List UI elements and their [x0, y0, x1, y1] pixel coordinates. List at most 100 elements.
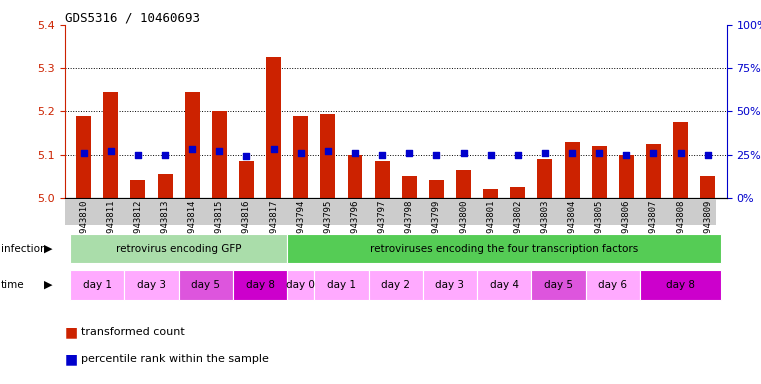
Point	[78, 150, 90, 156]
Text: GSM943803: GSM943803	[540, 200, 549, 248]
Bar	[158, 174, 173, 198]
Text: GSM943796: GSM943796	[351, 200, 359, 248]
Text: retrovirus encoding GFP: retrovirus encoding GFP	[116, 243, 241, 254]
Point	[674, 150, 686, 156]
FancyBboxPatch shape	[179, 270, 233, 300]
FancyBboxPatch shape	[531, 270, 586, 300]
Bar	[320, 114, 336, 198]
Point	[376, 152, 388, 158]
Text: transformed count: transformed count	[81, 327, 185, 337]
Bar	[456, 170, 471, 198]
Text: GSM943799: GSM943799	[432, 200, 441, 248]
Bar	[700, 176, 715, 198]
Point	[539, 150, 551, 156]
Point	[648, 150, 660, 156]
Bar	[185, 92, 199, 198]
Text: day 8: day 8	[666, 280, 695, 290]
Text: day 3: day 3	[435, 280, 464, 290]
Point	[430, 152, 442, 158]
Text: day 3: day 3	[137, 280, 166, 290]
Text: percentile rank within the sample: percentile rank within the sample	[81, 354, 269, 364]
Text: ■: ■	[65, 325, 78, 339]
Text: day 8: day 8	[246, 280, 275, 290]
Text: GSM943794: GSM943794	[296, 200, 305, 248]
Text: infection: infection	[1, 243, 46, 254]
Bar	[239, 161, 254, 198]
Text: day 5: day 5	[544, 280, 573, 290]
Bar	[429, 180, 444, 198]
Text: day 0: day 0	[286, 280, 315, 290]
FancyBboxPatch shape	[586, 270, 640, 300]
Text: GSM943806: GSM943806	[622, 200, 631, 248]
Point	[702, 152, 714, 158]
Point	[403, 150, 416, 156]
Point	[485, 152, 497, 158]
FancyBboxPatch shape	[477, 270, 531, 300]
Text: GSM943798: GSM943798	[405, 200, 414, 248]
Point	[511, 152, 524, 158]
FancyBboxPatch shape	[65, 199, 716, 225]
FancyBboxPatch shape	[640, 270, 721, 300]
Point	[159, 152, 171, 158]
Text: ▶: ▶	[44, 280, 53, 290]
Text: GSM943809: GSM943809	[703, 200, 712, 248]
Point	[132, 152, 144, 158]
Text: day 1: day 1	[83, 280, 112, 290]
Bar	[673, 122, 688, 198]
FancyBboxPatch shape	[70, 234, 287, 263]
Text: GSM943800: GSM943800	[459, 200, 468, 248]
FancyBboxPatch shape	[233, 270, 287, 300]
Text: GSM943795: GSM943795	[323, 200, 333, 248]
Bar	[646, 144, 661, 198]
Point	[268, 146, 280, 152]
Text: GSM943808: GSM943808	[676, 200, 685, 248]
Text: GSM943805: GSM943805	[595, 200, 603, 248]
FancyBboxPatch shape	[124, 270, 179, 300]
Text: GSM943815: GSM943815	[215, 200, 224, 248]
Text: day 2: day 2	[381, 280, 410, 290]
Text: GSM943807: GSM943807	[649, 200, 658, 248]
Text: GDS5316 / 10460693: GDS5316 / 10460693	[65, 12, 199, 25]
Bar	[212, 111, 227, 198]
Point	[240, 153, 253, 159]
Bar	[76, 116, 91, 198]
Text: GSM943812: GSM943812	[133, 200, 142, 248]
Text: GSM943797: GSM943797	[377, 200, 387, 248]
Text: GSM943810: GSM943810	[79, 200, 88, 248]
Text: day 5: day 5	[191, 280, 220, 290]
Bar	[374, 161, 390, 198]
Text: GSM943802: GSM943802	[514, 200, 522, 248]
Text: GSM943816: GSM943816	[242, 200, 251, 248]
Text: time: time	[1, 280, 24, 290]
Text: day 4: day 4	[490, 280, 519, 290]
Text: GSM943811: GSM943811	[107, 200, 116, 248]
Text: GSM943814: GSM943814	[188, 200, 196, 248]
Text: ▶: ▶	[44, 243, 53, 254]
Bar	[537, 159, 552, 198]
FancyBboxPatch shape	[368, 270, 423, 300]
Text: retroviruses encoding the four transcription factors: retroviruses encoding the four transcrip…	[370, 243, 638, 254]
Point	[213, 148, 225, 154]
FancyBboxPatch shape	[314, 270, 368, 300]
Point	[349, 150, 361, 156]
Bar	[511, 187, 525, 198]
Bar	[565, 142, 580, 198]
Bar	[592, 146, 607, 198]
FancyBboxPatch shape	[287, 270, 314, 300]
Bar	[483, 189, 498, 198]
Point	[620, 152, 632, 158]
Bar	[619, 155, 634, 198]
Bar	[103, 92, 118, 198]
Point	[105, 148, 117, 154]
Point	[593, 150, 605, 156]
Bar	[402, 176, 417, 198]
Text: day 1: day 1	[327, 280, 356, 290]
Bar	[130, 180, 145, 198]
FancyBboxPatch shape	[70, 270, 124, 300]
Bar	[293, 116, 308, 198]
Text: GSM943813: GSM943813	[161, 200, 170, 248]
FancyBboxPatch shape	[423, 270, 477, 300]
Text: GSM943804: GSM943804	[568, 200, 577, 248]
Text: day 6: day 6	[598, 280, 627, 290]
Point	[322, 148, 334, 154]
